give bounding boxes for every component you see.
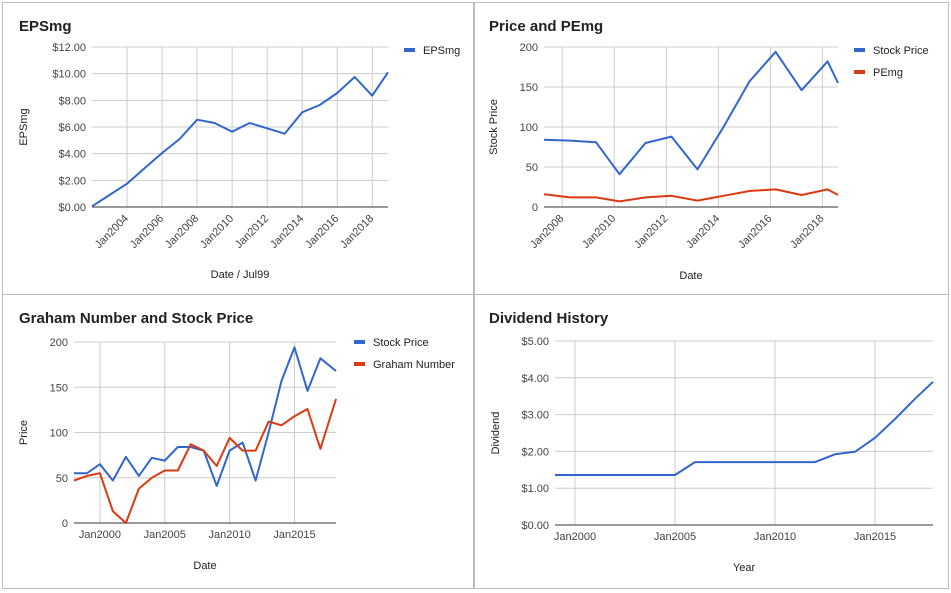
legend-label: Stock Price xyxy=(373,337,429,349)
y-axis-title: Stock Price xyxy=(488,99,500,155)
x-tick-label: Jan2014 xyxy=(268,213,306,251)
y-tick-label: $10.00 xyxy=(52,69,86,81)
chart-title: EPSmg xyxy=(19,18,72,35)
legend-label: PEmg xyxy=(873,67,903,79)
x-tick-label: Jan2018 xyxy=(338,213,376,251)
y-tick-label: 100 xyxy=(520,122,538,134)
legend-swatch xyxy=(354,362,365,366)
y-tick-label: 0 xyxy=(62,518,68,530)
y-tick-label: $3.00 xyxy=(521,410,549,422)
x-axis-title: Date / Jul99 xyxy=(211,269,270,281)
x-tick-label: Jan2000 xyxy=(79,529,121,541)
x-tick-label: Jan2010 xyxy=(209,529,251,541)
x-tick-label: Jan2004 xyxy=(93,213,131,251)
x-tick-label: Jan2010 xyxy=(754,531,796,543)
y-tick-label: $1.00 xyxy=(521,483,549,495)
x-tick-label: Jan2005 xyxy=(654,531,696,543)
x-tick-label: Jan2015 xyxy=(854,531,896,543)
eps-chart: EPSmg $0.00 $2.00 $4.00 $6.00 $8.00 $10.00 $12… xyxy=(18,18,460,281)
legend-label: EPSmg xyxy=(423,45,460,57)
x-tick-label: Jan2008 xyxy=(163,213,201,251)
y-tick-label: 0 xyxy=(532,202,538,214)
series-line-pemg xyxy=(543,188,839,203)
legend-swatch xyxy=(854,70,865,74)
series-line-stock-price xyxy=(543,50,839,176)
x-tick-label: Jan2010 xyxy=(198,213,236,251)
x-axis-title: Year xyxy=(733,562,756,574)
y-tick-label: $6.00 xyxy=(58,122,86,134)
series-line-stock-price xyxy=(74,346,337,487)
y-tick-label: $12.00 xyxy=(52,42,86,54)
y-tick-label: 50 xyxy=(56,473,68,485)
x-tick-label: Jan2015 xyxy=(273,529,315,541)
dividend-chart: Dividend History $0.00 $1.00 $2.00 $3.00 $4.… xyxy=(489,310,934,574)
legend-label: Graham Number xyxy=(373,359,455,371)
legend-label: Stock Price xyxy=(873,45,929,57)
x-tick-label: Jan2010 xyxy=(580,213,618,251)
graham-chart-panel: Graham Number and Stock Price 0 50 100 150 2… xyxy=(2,294,474,589)
series-line-graham-number xyxy=(73,398,337,524)
y-tick-label: 150 xyxy=(50,382,68,394)
graham-chart: Graham Number and Stock Price 0 50 100 150 2… xyxy=(18,310,455,572)
x-tick-label: Jan2000 xyxy=(554,531,596,543)
y-axis-title: Dividend xyxy=(490,412,502,455)
x-tick-label: Jan2016 xyxy=(303,213,341,251)
x-tick-label: Jan2014 xyxy=(684,213,722,251)
series-line-dividend xyxy=(555,381,934,476)
chart-title: Dividend History xyxy=(489,310,609,327)
legend-swatch xyxy=(354,340,365,344)
y-tick-label: $4.00 xyxy=(58,149,86,161)
y-tick-label: $0.00 xyxy=(521,520,549,532)
chart-title: Graham Number and Stock Price xyxy=(19,310,253,327)
y-tick-label: $4.00 xyxy=(521,373,549,385)
x-tick-label: Jan2005 xyxy=(144,529,186,541)
x-tick-label: Jan2012 xyxy=(632,213,670,251)
y-tick-label: 150 xyxy=(520,82,538,94)
legend-swatch xyxy=(854,48,865,52)
y-axis-title: EPSmg xyxy=(18,108,30,145)
y-tick-label: $0.00 xyxy=(58,202,86,214)
x-tick-label: Jan2006 xyxy=(128,213,166,251)
x-tick-label: Jan2008 xyxy=(528,213,566,251)
series-line-epsmg xyxy=(91,71,389,208)
y-tick-label: $5.00 xyxy=(521,336,549,348)
y-tick-label: $2.00 xyxy=(58,175,86,187)
x-tick-label: Jan2016 xyxy=(736,213,774,251)
legend-swatch xyxy=(404,48,415,52)
x-axis-title: Date xyxy=(193,560,216,572)
y-tick-label: $2.00 xyxy=(521,446,549,458)
x-tick-label: Jan2012 xyxy=(233,213,271,251)
y-tick-label: 200 xyxy=(520,42,538,54)
eps-chart-panel: EPSmg $0.00 $2.00 $4.00 $6.00 $8.00 $10.00 $12… xyxy=(2,2,474,296)
y-axis-title: Price xyxy=(18,420,30,445)
y-tick-label: 200 xyxy=(50,337,68,349)
chart-title: Price and PEmg xyxy=(489,18,603,35)
x-tick-label: Jan2018 xyxy=(788,213,826,251)
price-pe-chart-panel: Price and PEmg 0 50 100 150 200 Jan2008 Jan201… xyxy=(474,2,949,296)
x-axis-title: Date xyxy=(679,270,702,282)
dividend-chart-panel: Dividend History $0.00 $1.00 $2.00 $3.00 $4.… xyxy=(474,294,949,589)
y-tick-label: 50 xyxy=(526,162,538,174)
y-tick-label: $8.00 xyxy=(58,95,86,107)
y-tick-label: 100 xyxy=(50,428,68,440)
price-pe-chart: Price and PEmg 0 50 100 150 200 Jan2008 Jan201… xyxy=(488,18,929,282)
